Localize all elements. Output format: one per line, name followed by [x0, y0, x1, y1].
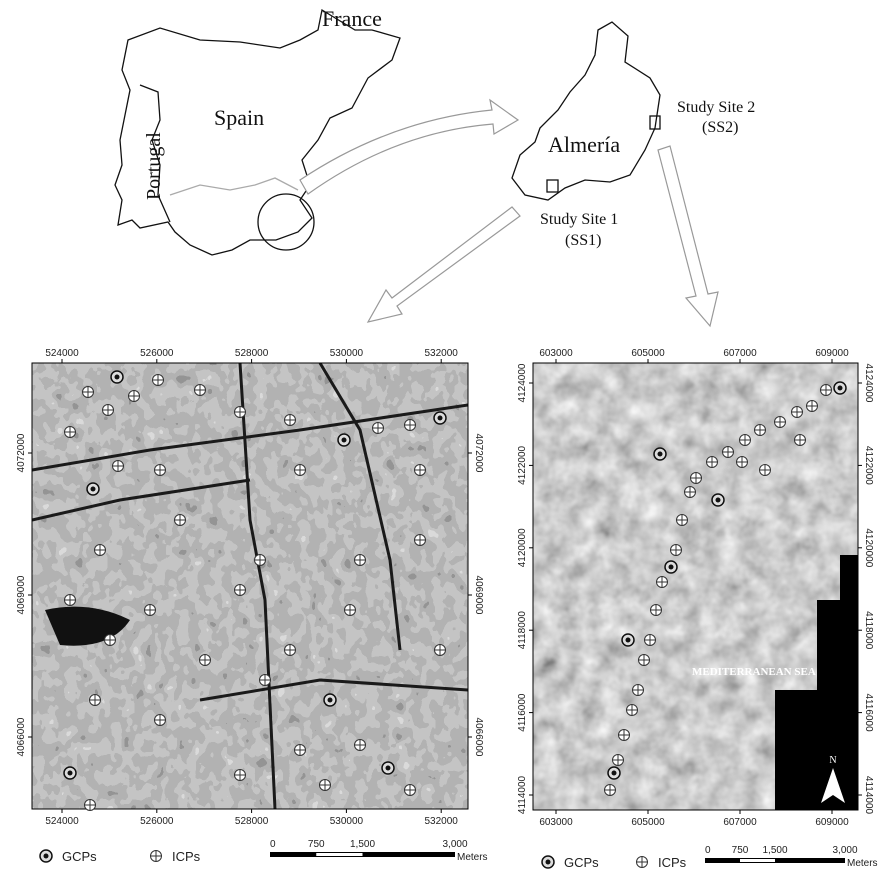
scale-unit: Meters — [457, 852, 488, 863]
scale-label: 1,500 — [350, 839, 375, 850]
gcp-symbol-dot — [546, 860, 551, 865]
arrow — [368, 207, 520, 322]
scale-bar-segment — [740, 859, 775, 862]
y-tick-label: 4116000 — [517, 693, 528, 732]
gcp-symbol-dot — [328, 698, 333, 703]
x-tick-label: 530000 — [330, 348, 364, 359]
scale-label: 750 — [308, 839, 325, 850]
legend-label: GCPs — [62, 849, 97, 864]
y-tick-label: 4066000 — [16, 717, 27, 756]
gcp-symbol-dot — [342, 438, 347, 443]
country-label: France — [322, 6, 382, 31]
scale-bar-segment — [316, 853, 362, 856]
x-tick-label: 528000 — [235, 816, 269, 827]
legend-label: ICPs — [172, 849, 201, 864]
site-label: (SS2) — [702, 119, 738, 136]
almeria-outline — [512, 22, 660, 200]
country-label: Portugal — [143, 132, 165, 200]
y-tick-label: 4116000 — [863, 693, 874, 732]
gcp-symbol-dot — [68, 771, 73, 776]
y-tick-label: 4069000 — [473, 576, 484, 615]
y-tick-label: 4118000 — [517, 611, 528, 650]
x-tick-label: 603000 — [539, 817, 573, 828]
scale-unit: Meters — [847, 858, 878, 869]
site-label: Study Site 2 — [677, 99, 755, 116]
gcp-symbol-dot — [115, 375, 120, 380]
scale-label: 3,000 — [832, 845, 857, 856]
x-tick-label: 605000 — [631, 348, 665, 359]
gcp-symbol-dot — [669, 565, 674, 570]
gcp-symbol-dot — [612, 771, 617, 776]
y-tick-label: 4120000 — [863, 528, 874, 567]
gcp-symbol-dot — [626, 638, 631, 643]
gcp-symbol-dot — [438, 416, 443, 421]
arrows — [300, 100, 718, 326]
arrow — [658, 146, 718, 326]
x-tick-label: 532000 — [425, 348, 459, 359]
scale-label: 0 — [270, 839, 276, 850]
arrow — [300, 100, 518, 194]
site1-box — [547, 180, 558, 192]
andalusia-border — [170, 178, 298, 195]
y-tick-label: 4072000 — [473, 434, 484, 473]
sea-label: MEDITERRANEAN SEA — [692, 666, 816, 678]
y-tick-label: 4114000 — [517, 775, 528, 814]
map-site1 — [32, 363, 468, 809]
region-label: Almería — [548, 132, 620, 157]
y-tick-label: 4114000 — [863, 776, 874, 815]
x-tick-label: 526000 — [140, 816, 174, 827]
site-label: (SS1) — [565, 232, 601, 249]
figure: France Spain Portugal Almería Study Site… — [0, 0, 880, 872]
scale-label: 750 — [732, 845, 749, 856]
y-tick-label: 4122000 — [863, 446, 874, 485]
country-label: Spain — [214, 105, 264, 130]
y-tick-label: 4120000 — [517, 528, 528, 567]
y-tick-label: 4069000 — [16, 575, 27, 614]
x-tick-label: 603000 — [539, 348, 573, 359]
x-tick-label: 607000 — [723, 348, 757, 359]
legend-label: ICPs — [658, 855, 687, 870]
x-tick-label: 609000 — [815, 817, 849, 828]
gcp-symbol-dot — [658, 452, 663, 457]
y-tick-label: 4122000 — [517, 445, 528, 484]
x-tick-label: 524000 — [45, 348, 79, 359]
y-tick-label: 4066000 — [473, 718, 484, 757]
x-tick-label: 605000 — [631, 817, 665, 828]
y-tick-label: 4118000 — [863, 611, 874, 650]
gcp-symbol-dot — [91, 487, 96, 492]
y-tick-label: 4124000 — [863, 364, 874, 403]
gcp-symbol-dot — [44, 854, 49, 859]
x-tick-label: 607000 — [723, 817, 757, 828]
x-tick-label: 526000 — [140, 348, 174, 359]
site-label: Study Site 1 — [540, 211, 618, 228]
x-tick-label: 524000 — [45, 816, 79, 827]
x-tick-label: 532000 — [425, 816, 459, 827]
study-area-circle — [258, 194, 314, 250]
x-tick-label: 530000 — [330, 816, 364, 827]
satellite-image — [32, 363, 468, 809]
scale-label: 0 — [705, 845, 711, 856]
gcp-symbol-dot — [716, 498, 721, 503]
gcp-symbol-dot — [838, 386, 843, 391]
legend-label: GCPs — [564, 855, 599, 870]
x-tick-label: 609000 — [815, 348, 849, 359]
map-site2: MEDITERRANEAN SEA N — [533, 363, 858, 810]
y-tick-label: 4072000 — [16, 433, 27, 472]
north-label: N — [829, 755, 836, 766]
scale-label: 1,500 — [762, 845, 787, 856]
y-tick-label: 4124000 — [517, 363, 528, 402]
scale-label: 3,000 — [442, 839, 467, 850]
x-tick-label: 528000 — [235, 348, 269, 359]
gcp-symbol-dot — [386, 766, 391, 771]
